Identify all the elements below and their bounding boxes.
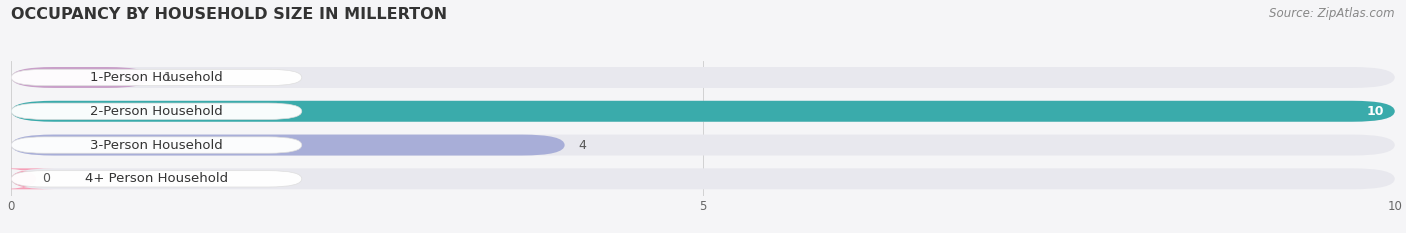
- FancyBboxPatch shape: [11, 101, 1395, 122]
- Text: 4+ Person Household: 4+ Person Household: [84, 172, 228, 185]
- Text: Source: ZipAtlas.com: Source: ZipAtlas.com: [1270, 7, 1395, 20]
- FancyBboxPatch shape: [11, 101, 1395, 122]
- FancyBboxPatch shape: [11, 171, 302, 187]
- Text: 3-Person Household: 3-Person Household: [90, 139, 224, 151]
- FancyBboxPatch shape: [11, 137, 302, 153]
- Text: 4: 4: [578, 139, 586, 151]
- Text: 2-Person Household: 2-Person Household: [90, 105, 224, 118]
- FancyBboxPatch shape: [11, 67, 1395, 88]
- FancyBboxPatch shape: [11, 168, 1395, 189]
- Text: 0: 0: [42, 172, 49, 185]
- FancyBboxPatch shape: [11, 135, 1395, 155]
- FancyBboxPatch shape: [11, 135, 565, 155]
- FancyBboxPatch shape: [11, 69, 302, 86]
- FancyBboxPatch shape: [11, 67, 149, 88]
- Text: 1-Person Household: 1-Person Household: [90, 71, 224, 84]
- FancyBboxPatch shape: [11, 103, 302, 120]
- Text: OCCUPANCY BY HOUSEHOLD SIZE IN MILLERTON: OCCUPANCY BY HOUSEHOLD SIZE IN MILLERTON: [11, 7, 447, 22]
- Text: 10: 10: [1367, 105, 1384, 118]
- FancyBboxPatch shape: [0, 168, 55, 189]
- Text: 1: 1: [163, 71, 172, 84]
